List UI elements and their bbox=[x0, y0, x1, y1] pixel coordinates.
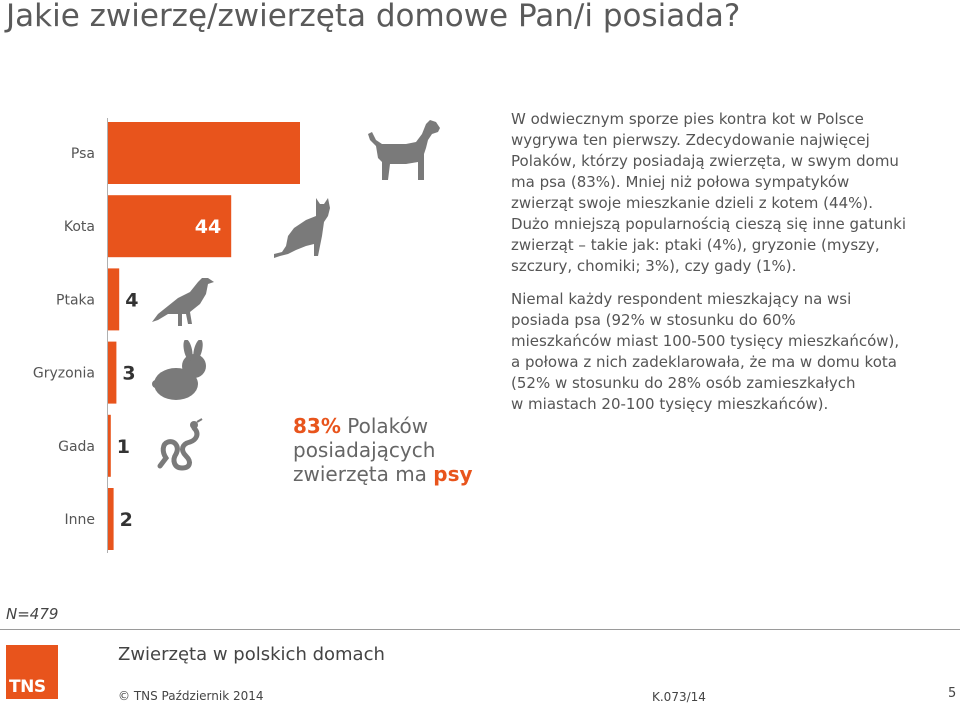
bar-chart: Psa83Kota44Ptaka4Gryzonia3Gada1Inne2 bbox=[33, 118, 300, 553]
tns-logo: TNS bbox=[6, 645, 58, 699]
category-label: Gryzonia bbox=[33, 366, 95, 382]
bar-5 bbox=[108, 488, 114, 550]
category-label: Ptaka bbox=[56, 292, 95, 308]
bar-2 bbox=[108, 268, 120, 331]
page-number: 5 bbox=[948, 686, 957, 701]
callout-text: 83% Polaków posiadających zwierzęta ma p… bbox=[293, 414, 473, 486]
callout-value: 83% bbox=[293, 414, 341, 438]
category-label: Kota bbox=[64, 219, 95, 235]
sample-size: N=479 bbox=[6, 605, 59, 623]
bar-0 bbox=[108, 122, 300, 184]
category-label: Psa bbox=[71, 146, 95, 162]
footer-subtitle: Zwierzęta w polskich domach bbox=[118, 644, 385, 665]
dog-icon bbox=[368, 120, 440, 180]
document-code: K.073/14 bbox=[652, 690, 706, 704]
description-paragraph-2: Niemal każdy respondent mieszkający na w… bbox=[511, 290, 900, 413]
value-label: 3 bbox=[122, 363, 135, 385]
snake-icon bbox=[157, 418, 203, 471]
description-paragraph-1: W odwiecznym sporze pies kontra kot w Po… bbox=[511, 110, 906, 275]
page-title: Jakie zwierzę/zwierzęta domowe Pan/i pos… bbox=[6, 0, 741, 34]
bird-icon bbox=[152, 278, 214, 326]
bar-3 bbox=[108, 341, 117, 404]
copyright: © TNS Październik 2014 bbox=[118, 689, 264, 703]
rabbit-icon bbox=[152, 340, 206, 400]
bar-4 bbox=[108, 414, 111, 477]
value-label: 2 bbox=[120, 509, 133, 531]
footer-divider bbox=[0, 629, 960, 630]
category-label: Inne bbox=[65, 512, 96, 528]
value-label: 44 bbox=[195, 216, 221, 238]
category-label: Gada bbox=[58, 439, 95, 455]
value-label: 1 bbox=[117, 436, 130, 458]
value-label: 4 bbox=[125, 289, 138, 311]
bar-1 bbox=[108, 195, 232, 258]
cat-icon bbox=[274, 198, 330, 258]
